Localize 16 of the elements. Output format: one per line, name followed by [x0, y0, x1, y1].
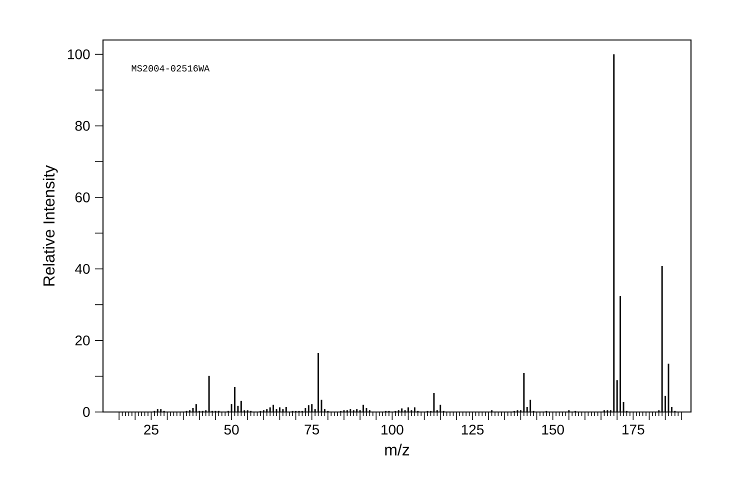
x-tick-label: 25: [144, 424, 158, 435]
y-tick-label: 60: [75, 192, 90, 202]
y-axis-title: Relative Intensity: [42, 165, 58, 286]
x-tick-label: 175: [622, 424, 644, 434]
x-tick-label: 75: [304, 424, 320, 434]
y-tick-label: 40: [75, 264, 90, 274]
annotation: MS2004-02516WA: [132, 65, 210, 72]
y-tick-label: 80: [75, 120, 90, 131]
x-tick-label: 125: [462, 424, 484, 435]
y-tick-label: 100: [68, 49, 90, 60]
x-tick-label: 50: [224, 424, 239, 435]
x-axis-title: m/z: [385, 444, 410, 456]
y-tick-label: 20: [75, 336, 90, 346]
x-tick-label: 150: [542, 424, 564, 435]
x-tick-label: 100: [382, 424, 404, 435]
y-tick-label: 0: [83, 407, 90, 417]
